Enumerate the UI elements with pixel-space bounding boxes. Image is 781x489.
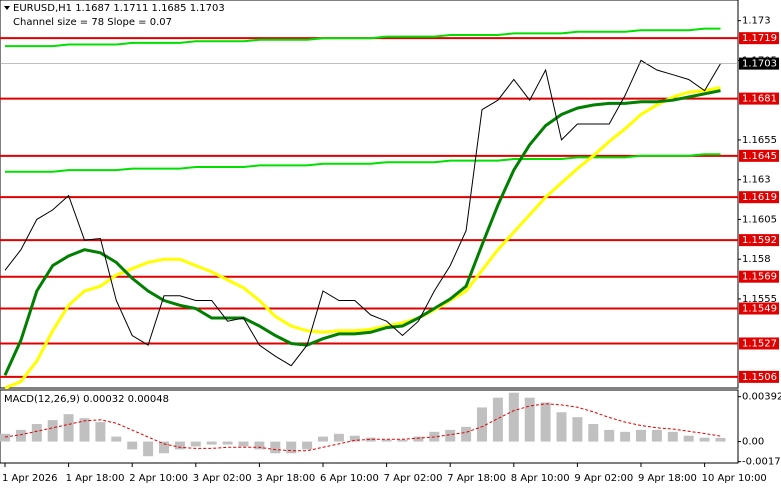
histogram-bar [445, 429, 456, 442]
histogram-bar [0, 433, 10, 442]
histogram-bar [349, 435, 360, 442]
histogram-bar [683, 435, 694, 442]
level-label-box [739, 270, 779, 283]
level-label: 1.1506 [742, 372, 777, 383]
chart-title: EURUSD,H1 1.1687 1.1711 1.1685 1.1703 [13, 3, 225, 14]
price-line [4, 59, 721, 367]
histogram-bar [79, 418, 90, 442]
histogram-bar [238, 441, 249, 447]
y-tick-label: 1.173 [742, 16, 771, 27]
level-label-box [739, 370, 779, 383]
histogram-bar [190, 441, 201, 447]
histogram-bar [651, 429, 662, 442]
x-tick-label: 7 Apr 18:00 [447, 473, 506, 484]
histogram-bar [206, 441, 217, 445]
histogram-bar [47, 420, 58, 442]
level-label: 1.1645 [742, 151, 777, 162]
x-tick-label: 3 Apr 18:00 [256, 473, 315, 484]
chart-subtitle: Channel size = 78 Slope = 0.07 [13, 17, 172, 28]
histogram-bar [397, 439, 408, 442]
y-tick-label: 1.1555 [742, 294, 777, 305]
last-price-box [739, 57, 779, 70]
histogram-bar [699, 437, 710, 442]
level-label: 1.1569 [742, 272, 777, 283]
symbol-marker [4, 6, 10, 10]
histogram-bar [636, 429, 646, 442]
level-label-box [739, 32, 779, 45]
histogram-bar [286, 441, 297, 454]
y-tick-label: 0.00392 [742, 392, 781, 403]
x-tick-label: 1 Apr 18:00 [66, 473, 125, 484]
histogram-bar [95, 422, 106, 442]
histogram-bar [572, 417, 583, 442]
histogram-bar [63, 414, 74, 442]
histogram-bar [477, 407, 487, 442]
histogram-bar [492, 397, 503, 442]
x-tick-label: 6 Apr 10:00 [320, 473, 379, 484]
x-tick-label: 9 Apr 02:00 [574, 473, 633, 484]
histogram-bar [508, 392, 519, 442]
moving-average-line [3, 89, 721, 376]
histogram-bar [254, 441, 265, 450]
histogram-bar [604, 429, 615, 442]
histogram-bar [588, 424, 599, 442]
histogram-bar [270, 441, 281, 454]
level-label-box [739, 234, 779, 247]
y-tick-label: 1.163 [742, 175, 771, 186]
histogram-bar [15, 429, 26, 442]
price-pane [0, 0, 739, 389]
level-label-box [739, 191, 779, 204]
signal-line [4, 403, 721, 452]
level-label-box [739, 92, 779, 105]
level-label-box [739, 337, 779, 350]
y-tick-label: 1.158 [742, 254, 771, 265]
histogram-bar [222, 441, 233, 445]
level-label: 1.1719 [742, 33, 777, 44]
level-label: 1.1619 [742, 192, 777, 203]
channel-line [5, 27, 721, 48]
level-label: 1.1549 [742, 303, 777, 314]
x-tick-label: 3 Apr 02:00 [193, 473, 252, 484]
level-label: 1.1527 [742, 338, 777, 349]
x-tick-label: 2 Apr 10:00 [129, 473, 188, 484]
histogram-bar [540, 402, 551, 442]
histogram-bar [556, 412, 567, 442]
x-tick-label: 8 Apr 10:00 [511, 473, 570, 484]
histogram-bar [715, 437, 726, 442]
level-label: 1.1592 [742, 235, 777, 246]
histogram-bar [143, 441, 154, 457]
y-tick-label: 0.00 [742, 437, 764, 448]
level-label-box [739, 149, 779, 162]
channel-line [5, 153, 721, 173]
histogram-bar [302, 441, 313, 450]
level-label: 1.1681 [742, 94, 777, 105]
x-tick-label: 9 Apr 18:00 [638, 473, 697, 484]
histogram-bar [381, 439, 392, 442]
y-tick-label: 1.1605 [742, 214, 777, 225]
histogram-bar [318, 436, 328, 442]
y-tick-label: 1.1655 [742, 135, 777, 146]
histogram-bar [111, 436, 122, 442]
level-label-box [739, 302, 779, 315]
histogram-bar [461, 426, 472, 442]
histogram-bar [127, 441, 138, 450]
histogram-bar [667, 431, 678, 442]
histogram-bar [159, 441, 169, 454]
macd-title: MACD(12,26,9) 0.00032 0.00048 [4, 394, 169, 405]
histogram-bar [524, 397, 535, 442]
histogram-bar [31, 424, 42, 442]
last-price-label: 1.1703 [742, 59, 777, 70]
x-tick-label: 7 Apr 02:00 [384, 473, 443, 484]
histogram-bar [365, 437, 376, 442]
histogram-bar [413, 436, 424, 442]
x-tick-label: 1 Apr 2026 [2, 473, 57, 484]
x-tick-label: 10 Apr 10:00 [702, 473, 767, 484]
y-tick-label: -0.00175 [742, 457, 781, 468]
histogram-bar [333, 433, 344, 442]
histogram-bar [620, 431, 631, 442]
histogram-bar [174, 441, 185, 450]
